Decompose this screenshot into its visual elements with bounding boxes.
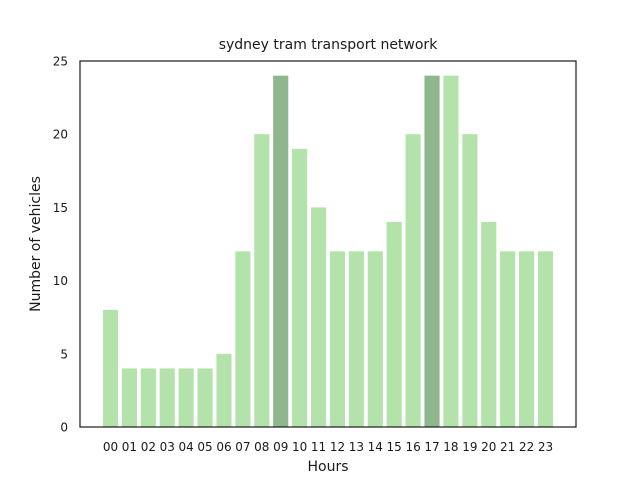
x-tick-label-02: 02 <box>141 440 156 454</box>
y-tick-label-15: 15 <box>53 201 68 215</box>
x-tick-label-15: 15 <box>387 440 402 454</box>
bar-09 <box>273 75 289 427</box>
bar-04 <box>178 368 194 427</box>
bar-06 <box>216 353 232 427</box>
x-tick-label-19: 19 <box>462 440 477 454</box>
bars-group <box>102 75 554 427</box>
bar-22 <box>519 251 535 427</box>
bar-15 <box>386 222 402 427</box>
x-tick-label-05: 05 <box>197 440 212 454</box>
bar-17 <box>424 75 440 427</box>
plot-frame <box>79 60 577 428</box>
x-tick-label-06: 06 <box>216 440 231 454</box>
y-tick-label-10: 10 <box>53 274 68 288</box>
bar-16 <box>405 134 421 427</box>
bar-05 <box>197 368 213 427</box>
bar-03 <box>159 368 175 427</box>
bar-13 <box>348 251 364 427</box>
bar-10 <box>292 148 308 427</box>
bar-12 <box>329 251 346 427</box>
x-tick-label-22: 22 <box>519 440 534 454</box>
x-ticks-group: 00 01 02 03 04 05 06 07 08 09 10 11 12 13 14 15 16 17 18 19… <box>103 440 553 454</box>
bar-02 <box>140 368 156 427</box>
x-tick-label-14: 14 <box>368 440 383 454</box>
x-tick-label-03: 03 <box>160 440 175 454</box>
bar-11 <box>310 207 327 427</box>
y-tick-label-20: 20 <box>53 128 68 142</box>
bar-14 <box>367 251 383 427</box>
x-tick-label-20: 20 <box>481 440 496 454</box>
y-tick-label-25: 25 <box>53 55 68 69</box>
x-tick-label-09: 09 <box>273 440 288 454</box>
x-tick-label-18: 18 <box>443 440 458 454</box>
bar-18 <box>443 75 459 427</box>
bar-08 <box>254 134 270 427</box>
x-tick-label-11: 11 <box>311 440 326 454</box>
bar-19 <box>462 134 478 427</box>
x-tick-label-08: 08 <box>254 440 269 454</box>
y-ticks-group: 0 5 10 15 20 25 <box>53 55 68 435</box>
x-tick-label-10: 10 <box>292 440 307 454</box>
chart-title: sydney tram transport network <box>219 37 438 53</box>
x-tick-label-12: 12 <box>330 440 345 454</box>
y-axis-label: Number of vehicles <box>28 176 44 312</box>
x-tick-label-17: 17 <box>424 440 439 454</box>
x-tick-label-16: 16 <box>405 440 420 454</box>
bar-07 <box>235 251 251 427</box>
bar-21 <box>500 251 516 427</box>
x-tick-label-21: 21 <box>500 440 515 454</box>
bar-20 <box>481 222 497 427</box>
y-tick-label-5: 5 <box>60 347 68 361</box>
bar-01 <box>121 368 137 427</box>
bar-00 <box>102 309 119 427</box>
x-tick-label-04: 04 <box>179 440 194 454</box>
y-tick-label-0: 0 <box>60 421 68 435</box>
x-tick-label-13: 13 <box>349 440 364 454</box>
x-tick-label-23: 23 <box>538 440 553 454</box>
bar-23 <box>537 251 554 427</box>
x-tick-label-07: 07 <box>235 440 250 454</box>
x-tick-label-00: 00 <box>103 440 118 454</box>
x-tick-label-01: 01 <box>122 440 137 454</box>
x-axis-label: Hours <box>307 459 348 475</box>
